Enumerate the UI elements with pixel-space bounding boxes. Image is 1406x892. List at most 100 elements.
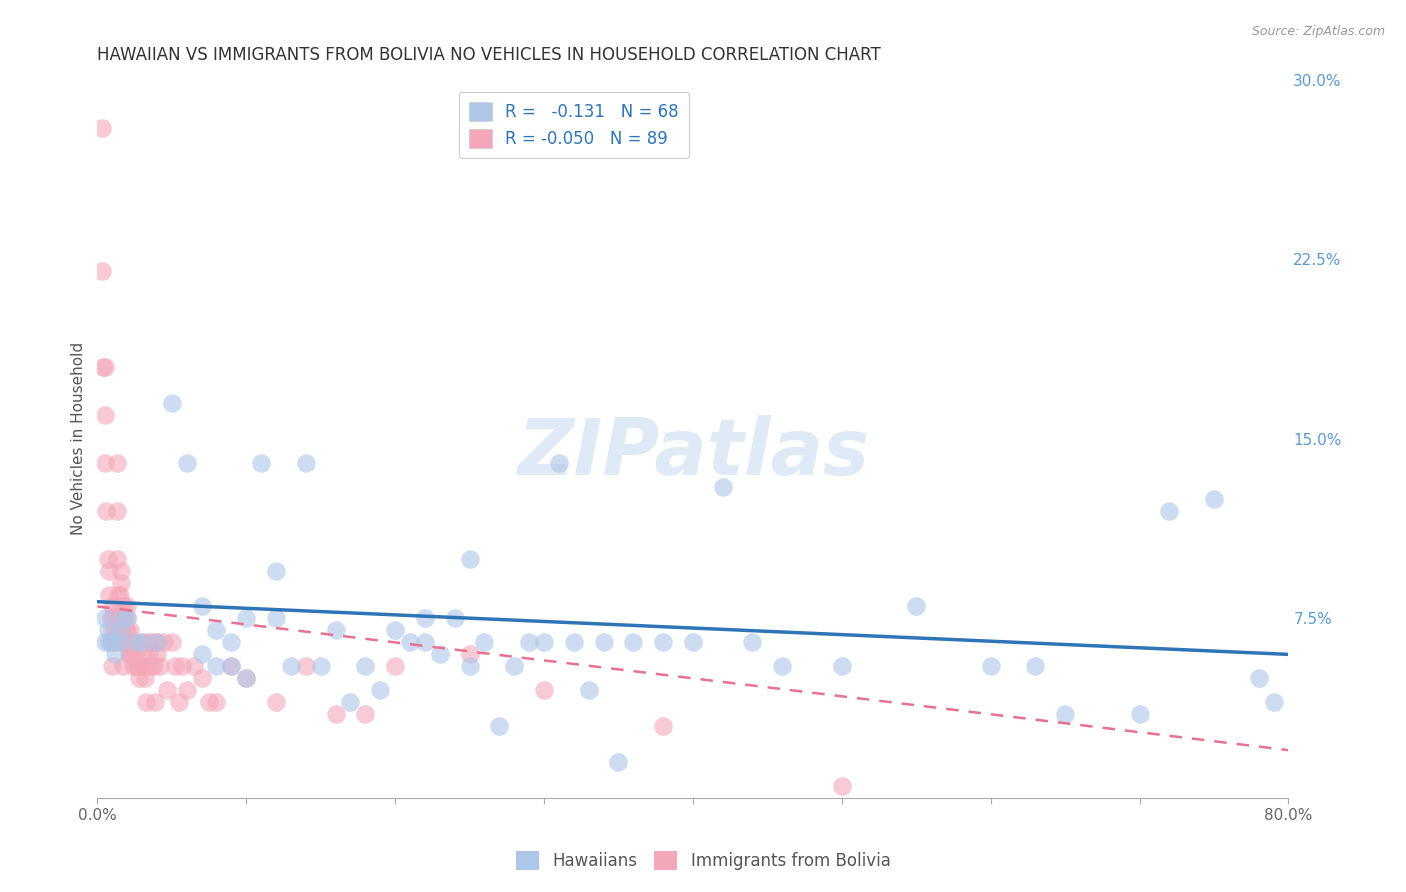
Point bbox=[294, 456, 316, 470]
Point bbox=[105, 456, 128, 470]
Point bbox=[176, 456, 198, 470]
Point bbox=[129, 659, 152, 673]
Point bbox=[562, 635, 585, 649]
Point bbox=[110, 575, 132, 590]
Point bbox=[117, 635, 139, 649]
Point bbox=[107, 587, 129, 601]
Point bbox=[354, 659, 377, 673]
Legend: Hawaiians, Immigrants from Bolivia: Hawaiians, Immigrants from Bolivia bbox=[509, 844, 897, 877]
Point bbox=[205, 624, 228, 638]
Point bbox=[91, 359, 114, 374]
Point bbox=[548, 456, 571, 470]
Text: Source: ZipAtlas.com: Source: ZipAtlas.com bbox=[1251, 25, 1385, 38]
Point bbox=[264, 564, 287, 578]
Point bbox=[138, 648, 160, 662]
Point bbox=[125, 659, 148, 673]
Point bbox=[533, 635, 555, 649]
Point bbox=[131, 648, 153, 662]
Legend: R =   -0.131   N = 68, R = -0.050   N = 89: R = -0.131 N = 68, R = -0.050 N = 89 bbox=[458, 92, 689, 159]
Point bbox=[160, 635, 183, 649]
Point bbox=[325, 624, 347, 638]
Point bbox=[235, 671, 257, 685]
Point bbox=[101, 611, 124, 625]
Point bbox=[149, 659, 172, 673]
Point bbox=[190, 648, 212, 662]
Point bbox=[94, 635, 117, 649]
Point bbox=[592, 635, 614, 649]
Point bbox=[167, 695, 190, 709]
Point bbox=[384, 659, 406, 673]
Point bbox=[429, 648, 451, 662]
Point bbox=[135, 695, 157, 709]
Point bbox=[121, 635, 143, 649]
Point bbox=[112, 611, 135, 625]
Point bbox=[104, 635, 127, 649]
Point bbox=[104, 624, 127, 638]
Point bbox=[145, 695, 167, 709]
Point bbox=[517, 635, 540, 649]
Point bbox=[115, 611, 138, 625]
Point bbox=[114, 624, 136, 638]
Point bbox=[413, 611, 436, 625]
Point bbox=[413, 635, 436, 649]
Point bbox=[111, 611, 134, 625]
Point bbox=[111, 659, 134, 673]
Point bbox=[205, 695, 228, 709]
Point bbox=[250, 456, 273, 470]
Point bbox=[111, 611, 134, 625]
Point bbox=[131, 635, 153, 649]
Point bbox=[221, 635, 243, 649]
Point bbox=[139, 659, 162, 673]
Point bbox=[115, 611, 138, 625]
Point bbox=[458, 659, 481, 673]
Y-axis label: No Vehicles in Household: No Vehicles in Household bbox=[72, 343, 86, 535]
Point bbox=[339, 695, 361, 709]
Point bbox=[503, 659, 526, 673]
Point bbox=[115, 599, 138, 614]
Point bbox=[354, 707, 377, 722]
Point bbox=[176, 683, 198, 698]
Point bbox=[108, 624, 131, 638]
Point bbox=[94, 359, 117, 374]
Point bbox=[114, 635, 136, 649]
Point bbox=[221, 659, 243, 673]
Point bbox=[101, 599, 124, 614]
Point bbox=[110, 564, 132, 578]
Point bbox=[101, 635, 124, 649]
Point bbox=[831, 779, 853, 793]
Point bbox=[121, 648, 143, 662]
Point bbox=[652, 719, 675, 733]
Point bbox=[146, 648, 169, 662]
Point bbox=[96, 504, 118, 518]
Point bbox=[101, 635, 124, 649]
Point bbox=[770, 659, 793, 673]
Point bbox=[325, 707, 347, 722]
Point bbox=[1128, 707, 1150, 722]
Point bbox=[134, 671, 156, 685]
Point bbox=[980, 659, 1002, 673]
Point bbox=[160, 396, 183, 410]
Point bbox=[368, 683, 391, 698]
Point bbox=[221, 659, 243, 673]
Point bbox=[97, 551, 120, 566]
Point bbox=[578, 683, 600, 698]
Point bbox=[108, 611, 131, 625]
Point bbox=[112, 599, 135, 614]
Point bbox=[104, 648, 127, 662]
Point bbox=[127, 659, 149, 673]
Point bbox=[205, 659, 228, 673]
Point bbox=[100, 611, 122, 625]
Point bbox=[280, 659, 302, 673]
Point bbox=[488, 719, 510, 733]
Point bbox=[104, 611, 127, 625]
Point bbox=[905, 599, 928, 614]
Point bbox=[98, 564, 121, 578]
Point bbox=[474, 635, 496, 649]
Point bbox=[94, 408, 117, 422]
Point bbox=[105, 504, 128, 518]
Point bbox=[108, 587, 131, 601]
Point bbox=[443, 611, 465, 625]
Point bbox=[132, 659, 155, 673]
Point bbox=[141, 635, 163, 649]
Point bbox=[652, 635, 675, 649]
